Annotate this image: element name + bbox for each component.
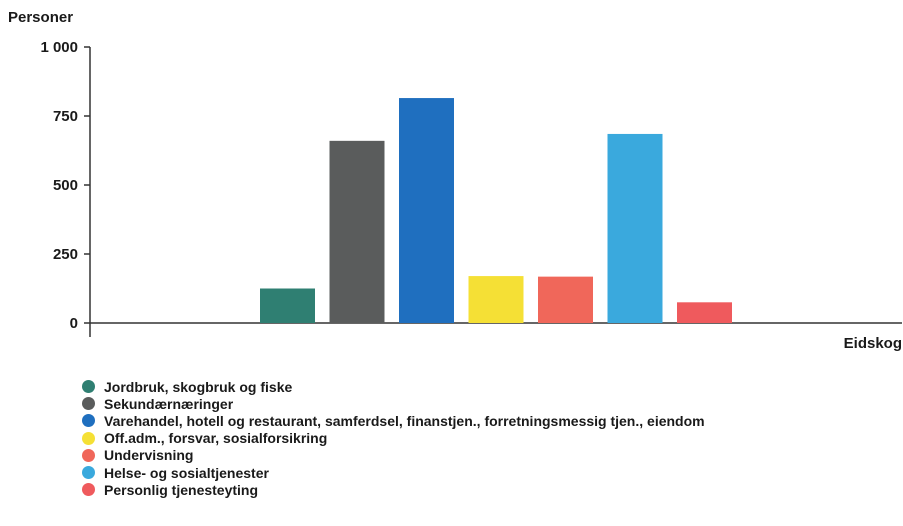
x-category-label: Eidskog [844, 335, 902, 352]
legend-item: Personlig tjenesteyting [82, 481, 705, 498]
legend-swatch-icon [82, 431, 95, 445]
y-tick-label: 250 [53, 246, 78, 263]
bar-4 [468, 276, 524, 323]
legend-swatch-icon [82, 466, 95, 480]
legend-label: Off.adm., forsvar, sosialforsikring [104, 430, 328, 447]
bar-2 [329, 140, 385, 323]
legend-swatch-icon [82, 397, 95, 411]
bar-chart: Personer 0 250 500 750 1 000 Eidskog [8, 9, 902, 352]
legend-label: Helse- og sosialtjenester [104, 464, 269, 481]
legend-label: Undervisning [104, 447, 194, 464]
legend-label: Jordbruk, skogbruk og fiske [104, 378, 293, 395]
legend-item: Sekundærnæringer [82, 395, 705, 412]
bar-7 [677, 302, 732, 323]
y-tick-label: 1 000 [40, 39, 78, 56]
chart-legend: Jordbruk, skogbruk og fiske Sekundærnærin… [82, 378, 705, 498]
y-tick-label: 750 [53, 108, 78, 125]
legend-swatch-icon [82, 483, 95, 497]
legend-label: Varehandel, hotell og restaurant, samfer… [104, 412, 705, 429]
legend-item: Varehandel, hotell og restaurant, samfer… [82, 412, 705, 429]
y-tick-label: 0 [70, 315, 78, 332]
legend-item: Off.adm., forsvar, sosialforsikring [82, 430, 705, 447]
legend-swatch-icon [82, 414, 95, 428]
bar-1 [260, 288, 315, 323]
legend-item: Jordbruk, skogbruk og fiske [82, 378, 705, 395]
legend-item: Undervisning [82, 447, 705, 464]
legend-item: Helse- og sosialtjenester [82, 464, 705, 481]
legend-swatch-icon [82, 448, 95, 462]
bar-5 [538, 276, 593, 323]
bar-3 [399, 98, 454, 323]
legend-label: Sekundærnæringer [104, 395, 234, 412]
y-axis-label: Personer [8, 9, 73, 26]
legend-swatch-icon [82, 380, 95, 394]
bar-6 [607, 133, 663, 323]
legend-label: Personlig tjenesteyting [104, 481, 259, 498]
y-tick-label: 500 [53, 177, 78, 194]
